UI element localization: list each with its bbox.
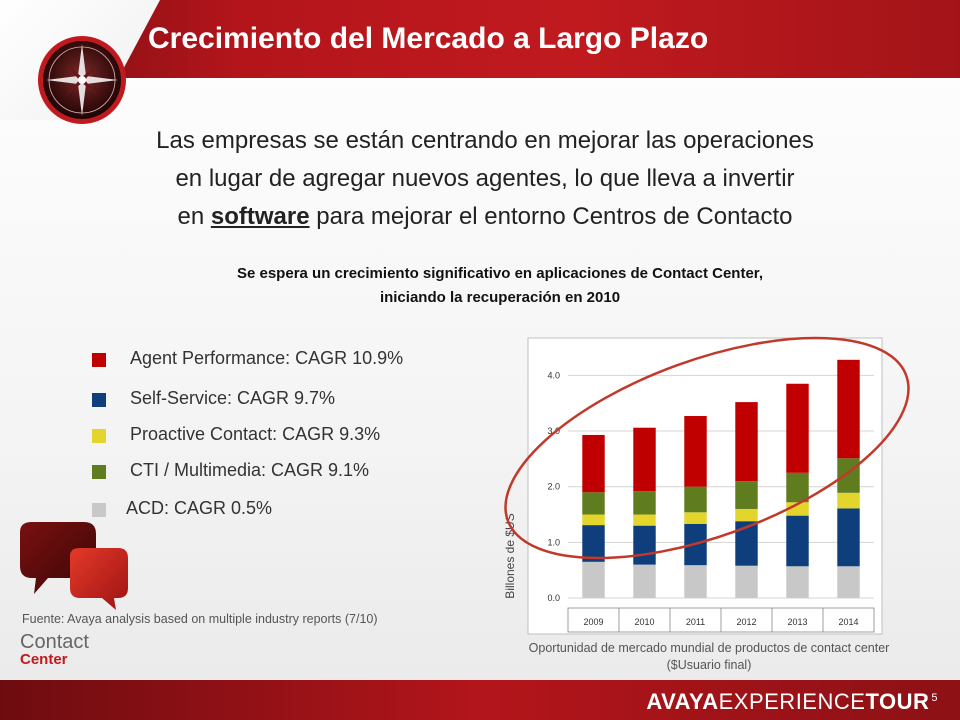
source-note: Fuente: Avaya analysis based on multiple… [22,612,378,626]
headline-line-2: en lugar de agregar nuevos agentes, lo q… [175,165,795,192]
contact-center-logo: Contact Center [20,632,89,668]
chart-bars [582,359,860,598]
footer-brand: AVAYAEXPERIENCETOUR 5 [646,689,938,715]
bar-segment-acd-2014 [837,566,860,598]
stacked-bar-chart: 0.0 1.0 2.0 3.0 4.0 2009 2010 2011 2012 2013 2014… [503,336,910,635]
legend-swatch [92,353,106,367]
x-tick-label: 2014 [838,617,858,627]
bar-segment-agent-performance-2014 [837,359,860,459]
bar-segment-self-service-2013 [786,515,809,567]
y-tick-label: 3.0 [547,426,560,436]
bar-segment-agent-performance-2011 [684,416,707,487]
headline-line-3-suffix: para mejorar el entorno Centros de Conta… [309,203,793,230]
contact-center-logo-line-1: Contact [20,631,89,653]
bar-segment-cti-multimedia-2013 [786,472,809,503]
bar-segment-self-service-2014 [837,508,860,567]
x-tick-labels: 2009 2010 2011 2012 2013 2014 [567,607,875,633]
y-axis-label: Billones de $US [503,513,517,598]
bar-segment-self-service-2009 [582,525,605,562]
chart-grid [568,374,874,599]
bar-segment-cti-multimedia-2011 [684,486,707,513]
speech-bubbles-icon [20,522,128,610]
y-tick-label: 4.0 [547,370,560,380]
bar-segment-acd-2010 [633,564,656,598]
contact-center-logo-line-2: Center [20,651,68,668]
x-category-box [567,607,875,633]
highlight-ellipse [504,336,910,560]
headline-line-1: Las empresas se están centrando en mejor… [156,127,814,154]
bar-segment-agent-performance-2009 [582,434,605,493]
bar-segment-acd-2013 [786,566,809,598]
legend-swatch [92,465,106,479]
compass-logo-icon [38,36,126,124]
legend-label: Self-Service: CAGR 9.7% [130,388,336,408]
x-tick-label: 2012 [736,617,756,627]
footer-brand-tour: TOUR [865,689,930,714]
subheading: Se espera un crecimiento significativo e… [120,262,880,310]
legend-label: Agent Performance: CAGR 10.9% [130,348,404,368]
bar-segment-proactive-contact-2014 [837,492,860,509]
bar-segment-agent-performance-2010 [633,427,656,492]
legend-swatch [92,393,106,407]
headline-emphasis: software [210,203,310,230]
y-tick-labels: 0.0 1.0 2.0 3.0 4.0 [547,370,560,603]
x-tick-label: 2013 [787,617,807,627]
bar-segment-self-service-2012 [735,521,758,566]
page-number: 5 [931,691,938,704]
bar-segment-proactive-contact-2012 [735,508,758,522]
bar-segment-self-service-2010 [633,525,656,565]
legend-swatch [92,429,106,443]
headline-line-3-prefix: en [177,203,211,230]
bar-segment-agent-performance-2013 [786,383,809,473]
y-tick-label: 0.0 [547,593,560,603]
bar-segment-cti-multimedia-2014 [837,458,860,493]
legend-label: Proactive Contact: CAGR 9.3% [130,424,381,444]
bar-segment-acd-2011 [684,565,707,598]
y-tick-label: 2.0 [547,482,560,492]
bar-segment-proactive-contact-2010 [633,514,656,526]
legend-swatch [92,503,106,517]
bar-segment-proactive-contact-2009 [582,514,605,526]
title-bar [0,0,960,78]
legend-label: CTI / Multimedia: CAGR 9.1% [130,460,370,480]
bar-segment-cti-multimedia-2010 [633,491,656,515]
bar-segment-cti-multimedia-2009 [582,492,605,515]
subheading-line-2: iniciando la recuperación en 2010 [379,289,621,306]
footer-bar [0,680,960,720]
bar-segment-agent-performance-2012 [735,402,758,482]
x-tick-label: 2010 [634,617,654,627]
legend-label: ACD: CAGR 0.5% [126,498,273,518]
x-tick-label: 2009 [583,617,603,627]
x-tick-label: 2011 [686,617,705,627]
footer-brand-experience: EXPERIENCE [718,689,866,714]
chart-caption: Oportunidad de mercado mundial de produc… [528,641,890,672]
slide-title: Crecimiento del Mercado a Largo Plazo [148,22,709,55]
bar-segment-acd-2009 [582,561,605,598]
subheading-line-1: Se espera un crecimiento significativo e… [236,265,763,282]
y-tick-label: 1.0 [547,537,560,547]
bar-segment-proactive-contact-2011 [684,512,707,524]
bar-segment-acd-2012 [735,565,758,598]
headline: Las empresas se están centrando en mejor… [60,122,910,236]
bar-segment-cti-multimedia-2012 [735,481,758,509]
headline-line-3: en software para mejorar el entorno Cent… [60,198,910,236]
footer-brand-avaya: AVAYA [646,689,719,714]
